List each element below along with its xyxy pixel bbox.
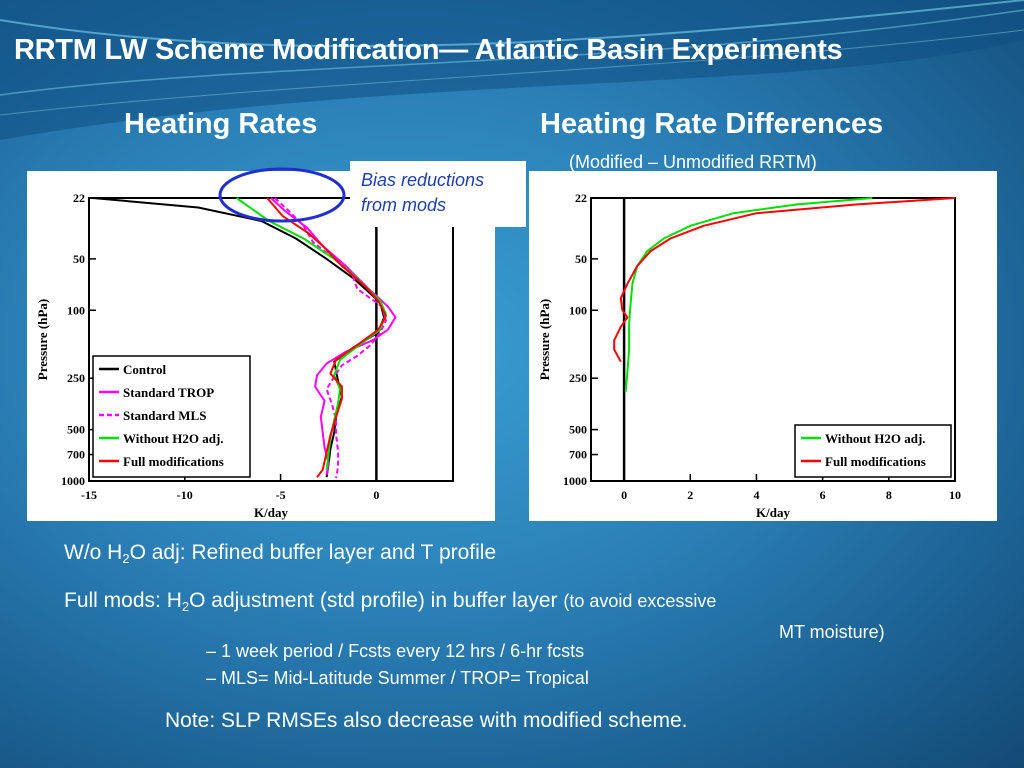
x-tick-label: 2 <box>687 488 693 502</box>
callout-line1: Bias reductions <box>361 170 485 190</box>
x-tick-label: 6 <box>820 488 826 502</box>
plot-frame <box>590 197 956 482</box>
y-tick-label: 100 <box>569 303 587 317</box>
y-tick-label: 22 <box>73 191 85 205</box>
x-tick-label: 4 <box>753 488 759 502</box>
series-line <box>235 197 387 470</box>
x-tick-label: 0 <box>621 488 627 502</box>
left-chart-heading: Heating Rates <box>124 108 318 140</box>
x-tick-label: 10 <box>949 488 961 502</box>
note: Note: SLP RMSEs also decrease with modif… <box>165 709 688 732</box>
y-tick-label: 250 <box>569 371 587 385</box>
x-tick-label: 0 <box>373 488 379 502</box>
y-tick-label: 1000 <box>563 474 587 488</box>
heating-rate-differences-chart: 22 50 100 250 500 700 1000 0 2 4 6 8 10 K/day Pressure… <box>537 191 961 520</box>
heating-rate-differences-panel: 22 50 100 250 500 700 1000 0 2 4 6 8 10 K/day Pressure… <box>529 171 997 521</box>
y-axis-label: Pressure (hPa) <box>537 299 552 380</box>
bullet-2: – MLS= Mid-Latitude Summer / TROP= Tropi… <box>206 668 589 688</box>
right-chart-subheading: (Modified – Unmodified RRTM) <box>569 152 817 172</box>
y-tick-label: 500 <box>569 423 587 437</box>
legend-label: Standard MLS <box>123 408 206 423</box>
text-line-1: W/o H2O adj: Refined buffer layer and T … <box>64 541 496 565</box>
y-tick-label: 50 <box>73 252 85 266</box>
series-line <box>613 197 956 363</box>
x-tick-label: -10 <box>177 488 193 502</box>
y-tick-label: 700 <box>569 448 587 462</box>
highlight-ellipse <box>218 167 346 223</box>
series-line <box>624 197 873 392</box>
text2-sub: 2 <box>181 599 190 614</box>
bias-callout: Bias reductions from mods <box>350 161 526 227</box>
x-tick-label: -15 <box>81 488 97 502</box>
legend-box <box>92 355 251 478</box>
text1-post: O adj: Refined buffer layer and T profil… <box>129 541 497 564</box>
text2-pre: Full mods: H <box>64 589 182 612</box>
slide-title: RRTM LW Scheme Modification— Atlantic Ba… <box>14 34 843 66</box>
x-axis-label: K/day <box>254 505 288 520</box>
y-tick-label: 250 <box>67 371 85 385</box>
header-swoosh <box>0 0 1024 140</box>
legend-box <box>794 424 952 478</box>
series-line <box>266 197 387 478</box>
text-line-2-cont: MT moisture) <box>779 622 885 642</box>
legend-label: Without H2O adj. <box>123 431 224 446</box>
right-chart-heading: Heating Rate Differences <box>540 108 884 140</box>
text-line-2: Full mods: H2O adjustment (std profile) … <box>64 589 716 613</box>
legend-label: Standard TROP <box>123 385 214 400</box>
x-tick-label: -5 <box>276 488 286 502</box>
y-tick-label: 1000 <box>61 474 85 488</box>
text1-sub: 2 <box>122 551 130 566</box>
bullet-1: – 1 week period / Fcsts every 12 hrs / 6… <box>206 641 585 661</box>
text1-pre: W/o H <box>64 541 123 564</box>
text2-post: O adjustment (std profile) in buffer lay… <box>189 589 564 612</box>
legend-label: Control <box>123 362 166 377</box>
y-axis-label: Pressure (hPa) <box>35 299 50 380</box>
heating-rates-panel: 22 50 100 250 500 700 1000 -15 -10 -5 0 K/day Pressu… <box>27 171 495 521</box>
text2-small: (to avoid excessive <box>563 591 717 611</box>
legend-label: Without H2O adj. <box>825 431 926 446</box>
legend-label: Full modifications <box>123 454 224 469</box>
y-tick-label: 500 <box>67 423 85 437</box>
heating-rates-chart: 22 50 100 250 500 700 1000-15 -10 -5 0 K/day Pressu… <box>35 191 454 520</box>
callout-line2: from mods <box>361 195 447 215</box>
y-tick-label: 50 <box>575 252 587 266</box>
legend-label: Full modifications <box>825 454 926 469</box>
series-line <box>274 197 387 479</box>
x-axis-label: K/day <box>756 505 790 520</box>
y-tick-label: 100 <box>67 303 85 317</box>
x-tick-label: 8 <box>886 488 892 502</box>
y-tick-label: 700 <box>67 448 85 462</box>
y-tick-label: 22 <box>575 191 587 205</box>
